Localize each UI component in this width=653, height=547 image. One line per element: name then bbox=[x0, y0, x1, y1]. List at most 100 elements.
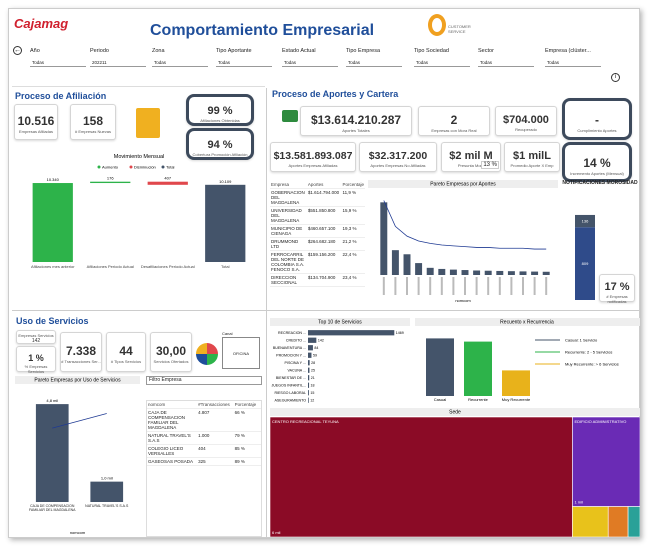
data-label: 10.109 bbox=[219, 179, 232, 184]
kpi-value: $13.614.210.287 bbox=[310, 113, 402, 127]
building-icon bbox=[136, 108, 160, 138]
kpi-card: - Cumplimiento Aportes bbox=[562, 98, 632, 140]
x-tick-label: Total bbox=[221, 264, 230, 269]
chart: Top 10 de Servicios RECREACION ... 1469 CRE… bbox=[270, 318, 410, 403]
table-cell: $264.682.180 bbox=[306, 237, 342, 251]
filter-label[interactable]: Filtro Empresa bbox=[146, 376, 262, 385]
filter-dropdown[interactable]: Todas bbox=[346, 58, 402, 67]
kpi-label: Presunta Mora bbox=[457, 162, 485, 168]
y-tick-label: VACUNA ... bbox=[287, 369, 306, 373]
kpi-label: # Empresas notificadas bbox=[606, 293, 628, 304]
filter-dropdown[interactable]: Todas bbox=[414, 58, 470, 67]
table-cell: 11,9 % bbox=[341, 188, 365, 207]
kpi-card: $32.317.200 Aportes Empresas No Afiliadas bbox=[359, 142, 437, 172]
y-tick-label: BIENESTAR DE ... bbox=[276, 376, 306, 380]
table-cell: 66 % bbox=[233, 408, 261, 432]
bar bbox=[461, 270, 469, 275]
filter-dropdown[interactable]: Todas bbox=[478, 58, 534, 67]
bar bbox=[484, 270, 492, 275]
canal-label: Canal bbox=[222, 331, 233, 336]
x-tick-label bbox=[545, 277, 548, 295]
filter-dropdown[interactable]: Todas bbox=[152, 58, 208, 67]
x-tick-label bbox=[440, 277, 443, 295]
data-label: 1,0 mil bbox=[101, 476, 113, 481]
column-header: Porcentaje bbox=[233, 401, 261, 409]
table-cell: 19,3 % bbox=[341, 224, 365, 238]
kpi-card: 30,00 Servicios Ofertados bbox=[150, 332, 192, 372]
table-cell: COLEGIO LICEO VERSALLES bbox=[147, 444, 198, 458]
bar bbox=[403, 254, 411, 275]
table-cell: $134.704.900 bbox=[306, 273, 342, 287]
table-cell: $551.850.800 bbox=[306, 206, 342, 225]
kpi-card: 94 % Cobertura Promoción Afiliación bbox=[186, 128, 254, 160]
kpi-card: 44 # Tipos Servicios bbox=[106, 332, 146, 372]
x-tick-label bbox=[475, 277, 478, 295]
chart-title: Movimiento Mensual bbox=[114, 154, 164, 160]
table-cell: 4.807 bbox=[197, 408, 234, 432]
back-button[interactable]: ← bbox=[13, 46, 22, 55]
kpi-label: # Empresas Nuevas bbox=[74, 129, 111, 134]
filter-label: Tipo Sociedad bbox=[414, 48, 449, 54]
legend-label: Aumento bbox=[102, 165, 119, 170]
bar bbox=[35, 404, 69, 502]
x-tick-label: NATURAL TRAVEL'S S.A.S bbox=[85, 504, 129, 508]
filter-label: Año bbox=[30, 48, 40, 54]
filter-dropdown[interactable]: Todas bbox=[545, 58, 601, 67]
chart: Recuento x Recurrencia Casual Casual: 1 Se… bbox=[415, 318, 640, 402]
bar bbox=[308, 367, 310, 373]
legend-label: Total bbox=[166, 165, 175, 170]
x-tick-label bbox=[510, 277, 513, 295]
table: Empresa Aportes Porcentaje GOBERNACION DEL … bbox=[270, 181, 365, 305]
table-cell: DIRECCION SECCIONAL bbox=[270, 273, 307, 287]
kpi-label: Recuperado bbox=[515, 126, 537, 132]
kpi-value: 44 bbox=[119, 344, 133, 358]
x-tick-label bbox=[394, 277, 397, 295]
chart-title: Sede bbox=[449, 410, 461, 416]
filter-dropdown[interactable]: Todas bbox=[30, 58, 86, 67]
bar bbox=[308, 345, 313, 351]
divider bbox=[12, 86, 265, 87]
table-cell: 1.000 bbox=[197, 431, 234, 445]
filter-dropdown[interactable]: 202211 bbox=[90, 58, 146, 67]
bar bbox=[308, 360, 310, 366]
kpi-card: $1 milL Promedio Aporte X Emp bbox=[504, 142, 560, 172]
kpi-value: 158 bbox=[82, 114, 104, 128]
data-label: 136 bbox=[582, 219, 589, 224]
column-header: Empresa bbox=[270, 181, 307, 189]
data-label: 15 bbox=[310, 391, 314, 395]
kpi-value: $13.581.893.087 bbox=[273, 149, 353, 162]
kpi-value: 2 bbox=[450, 113, 458, 127]
kpi-card: 1 %% Empresas Servicios bbox=[16, 346, 56, 374]
kpi-label: Empresas Servicios bbox=[18, 333, 54, 338]
filter-dropdown[interactable]: Todas bbox=[216, 58, 272, 67]
bar bbox=[308, 397, 309, 403]
table-cell: 23,4 % bbox=[341, 273, 365, 287]
kpi-value: 94 % bbox=[207, 138, 233, 151]
x-tick-label bbox=[498, 277, 501, 295]
table-cell: $1.614.794.000 bbox=[306, 188, 342, 207]
kpi-label: Cumplimiento Aportes bbox=[577, 128, 617, 133]
chart-title: NOTIFICACIONES MOROSIDAD bbox=[562, 180, 638, 186]
info-button[interactable]: i bbox=[611, 73, 620, 82]
filter-dropdown[interactable]: Todas bbox=[282, 58, 338, 67]
data-label: 84 bbox=[314, 346, 318, 350]
data-label: 176 bbox=[107, 176, 114, 181]
table-cell: FERROCARRIL DEL NORTE DE COLOMBIA S.A. F… bbox=[270, 250, 307, 274]
kpi-value: 1 % bbox=[28, 352, 44, 363]
canal-box[interactable]: OFICINA bbox=[222, 337, 260, 369]
kpi-card: 2 Empresas con Mora Real bbox=[418, 106, 490, 136]
partner-name: CUSTOMER SERVICE bbox=[448, 24, 471, 34]
y-tick-label: BUENAVENTURA ... bbox=[273, 346, 306, 350]
kpi-card: 17 % # Empresas notificadas bbox=[599, 274, 635, 304]
legend-marker bbox=[97, 165, 101, 169]
data-label: 1 mil bbox=[574, 500, 583, 505]
x-tick-label: Desafiliaciones Periodo Actual bbox=[140, 264, 195, 269]
bar-segment bbox=[575, 214, 595, 228]
chart-title: Recuento x Recurrencia bbox=[500, 320, 554, 326]
data-label: 59 bbox=[313, 354, 317, 358]
x-label-box: Afiliaciones mes anterior bbox=[31, 264, 75, 269]
kpi-card: Empresas Servicios 142 bbox=[16, 330, 56, 344]
bar bbox=[308, 330, 395, 336]
cell-label: EDIFICIO ADMINISTRATIVO bbox=[574, 419, 626, 424]
bar bbox=[426, 267, 434, 275]
